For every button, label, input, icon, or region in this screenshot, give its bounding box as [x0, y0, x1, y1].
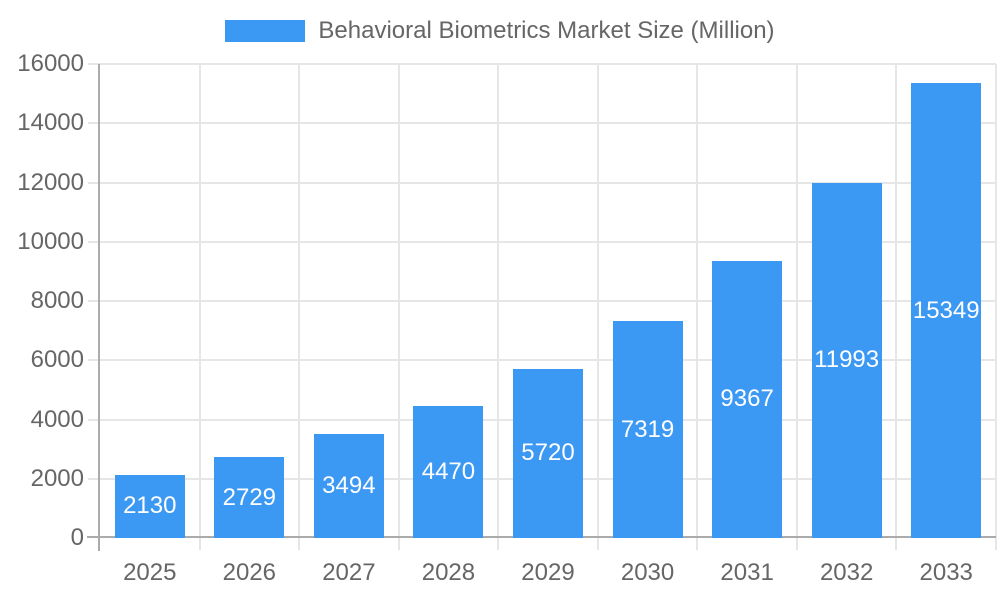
- y-tick-label: 6000: [30, 346, 84, 374]
- bar-2026[interactable]: 2729: [214, 457, 285, 538]
- legend-label: Behavioral Biometrics Market Size (Milli…: [318, 17, 775, 44]
- bar-value-label: 2729: [222, 483, 277, 511]
- x-tick-label: 2030: [620, 559, 675, 586]
- y-tick-label: 8000: [30, 287, 84, 314]
- y-gridline: [88, 240, 996, 243]
- bar-2033[interactable]: 15349: [911, 83, 982, 538]
- bar-value-label: 15349: [912, 296, 980, 324]
- x-tick-label: 2032: [819, 559, 874, 586]
- legend-item[interactable]: Behavioral Biometrics Market Size (Milli…: [225, 17, 775, 45]
- y-gridline: [88, 300, 996, 302]
- y-tick-label: 0: [70, 524, 84, 551]
- bar-value-label: 2130: [123, 492, 177, 520]
- y-tick-label: 12000: [17, 168, 84, 196]
- x-gridline: [995, 64, 997, 550]
- bar-2029[interactable]: 5720: [513, 368, 583, 538]
- x-tick-label: 2027: [322, 559, 376, 586]
- bar-2027[interactable]: 3494: [313, 434, 384, 538]
- bar-value-label: 7319: [620, 415, 675, 443]
- y-gridline: [88, 63, 996, 65]
- bar-2031[interactable]: 9367: [712, 260, 783, 538]
- x-tick-label: 2025: [123, 559, 177, 586]
- y-gridline: [88, 122, 996, 125]
- x-gridline: [596, 64, 599, 550]
- y-tick-label: 14000: [17, 109, 84, 137]
- x-tick-label: 2029: [521, 559, 575, 586]
- x-gridline: [895, 64, 898, 550]
- legend-swatch: [225, 20, 306, 42]
- legend: Behavioral Biometrics Market Size (Milli…: [0, 17, 1000, 45]
- y-gridline: [88, 181, 996, 184]
- bar-value-label: 5720: [521, 439, 575, 467]
- y-gridline: [88, 359, 996, 362]
- x-tick-label: 2033: [919, 559, 973, 586]
- bar-value-label: 3494: [322, 472, 376, 500]
- bar-2028[interactable]: 4470: [413, 405, 484, 538]
- bar-2030[interactable]: 7319: [612, 321, 683, 538]
- bar-value-label: 11993: [814, 346, 880, 374]
- y-tick-label: 2000: [30, 464, 84, 492]
- x-gridline: [795, 64, 798, 550]
- y-tick-label: 16000: [17, 50, 84, 77]
- x-gridline: [497, 64, 500, 550]
- y-tick-label: 4000: [30, 405, 84, 433]
- x-tick-label: 2028: [421, 559, 476, 586]
- x-gridline: [298, 64, 301, 550]
- bar-value-label: 4470: [421, 457, 476, 485]
- y-axis-line: [98, 64, 100, 551]
- bar-2025[interactable]: 2130: [114, 474, 185, 538]
- x-gridline: [696, 64, 699, 550]
- x-tick-label: 2031: [720, 559, 774, 586]
- x-gridline: [198, 64, 201, 550]
- bar-2032[interactable]: 11993: [811, 182, 882, 538]
- x-tick-label: 2026: [222, 559, 277, 586]
- x-gridline: [397, 64, 400, 550]
- y-tick-label: 10000: [17, 227, 84, 255]
- bar-value-label: 9367: [720, 385, 774, 413]
